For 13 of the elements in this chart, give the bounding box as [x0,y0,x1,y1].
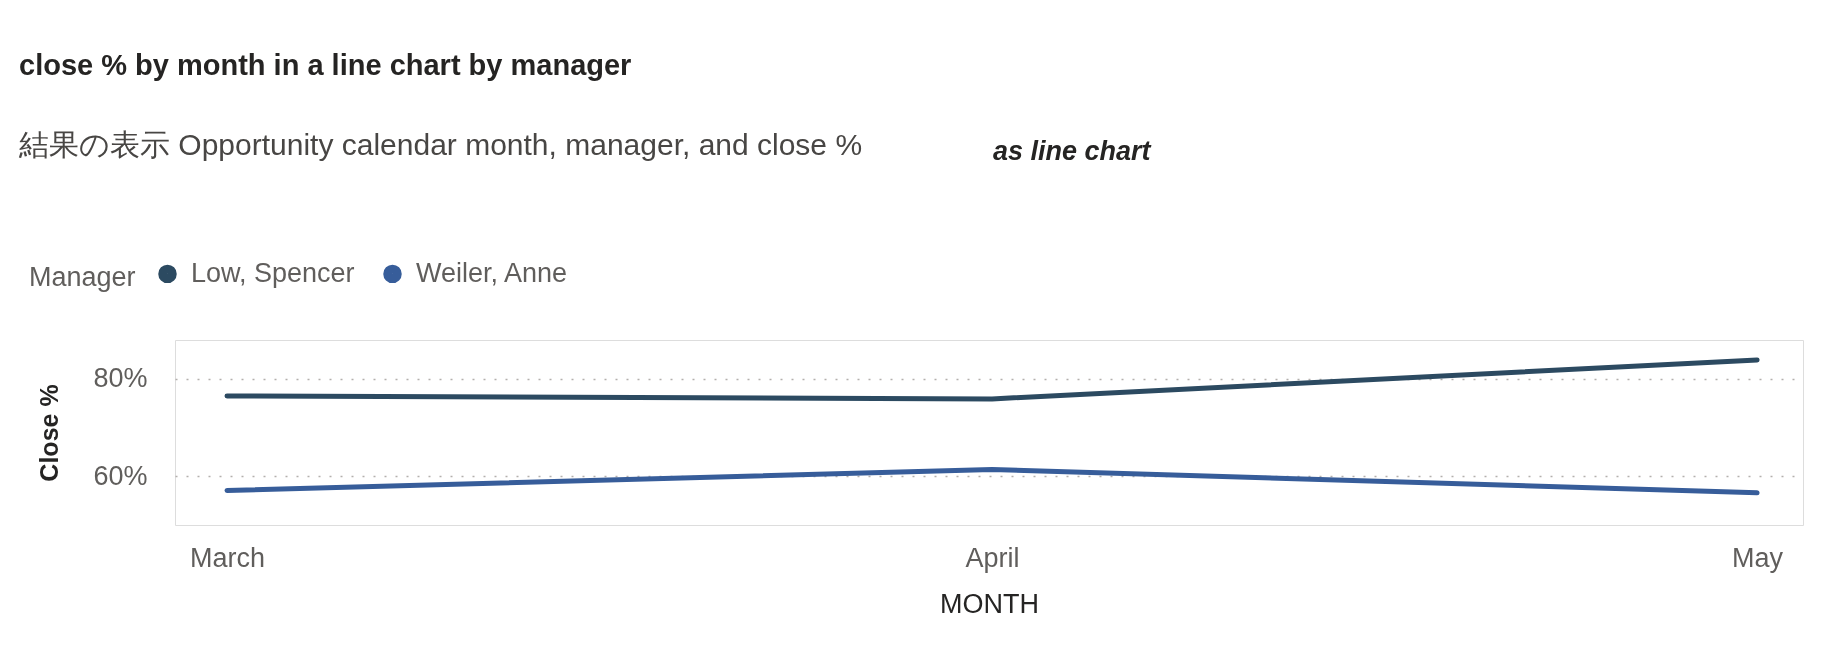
chart-subtitle: 結果の表示 Opportunity calendar month, manager, and close % [18,128,863,161]
x-axis-title: MONTH [940,588,1039,619]
x-tick-label: March [190,542,266,573]
legend-label: Weiler, Anne [416,257,568,288]
legend-label: Low, Spencer [191,257,355,288]
chart-title: close % by month in a line chart by manager [19,49,632,81]
x-tick-label: May [1732,542,1784,573]
text: as line chart [993,136,1152,166]
y-axis-title: Close % [35,384,64,482]
x-tick-label: April [965,542,1020,573]
y-tick-label: 60% [93,460,148,491]
legend-title: Manager [29,262,136,292]
y-tick-label: 80% [93,363,148,394]
